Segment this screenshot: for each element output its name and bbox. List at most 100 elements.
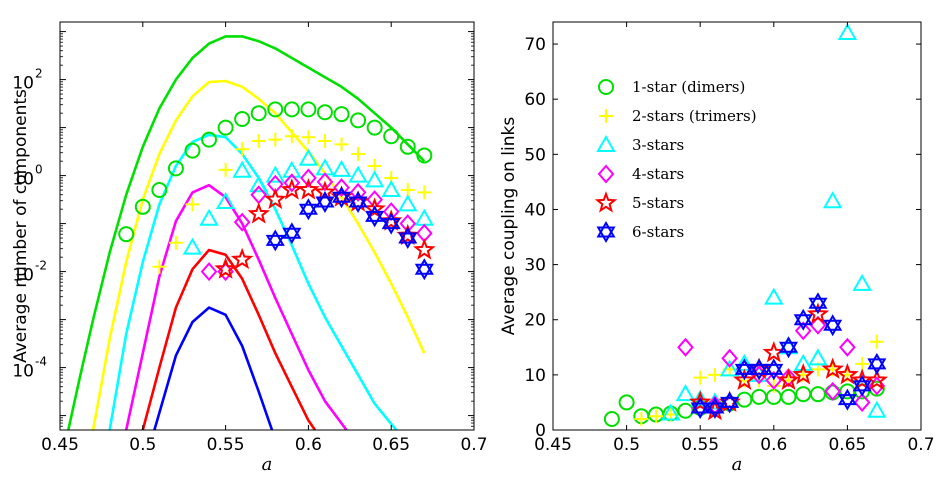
left-x-tick-label: 0.5 [129, 435, 156, 455]
legend-item: 6-stars [596, 221, 684, 243]
left-x-tick-label: 0.45 [41, 435, 79, 455]
right-marker-s4 [677, 337, 694, 357]
legend-label: 4-stars [632, 165, 684, 183]
right-marker-s4 [839, 337, 856, 357]
left-marker-s2 [417, 185, 432, 200]
left-y-tick-exponent: -2 [35, 259, 47, 273]
left-marker-s4 [333, 178, 350, 198]
right-marker-s5 [836, 363, 859, 385]
right-y-tick-label: 30 [524, 256, 546, 276]
right-marker-s5 [806, 302, 830, 324]
left-y-tick-base: 10 [12, 170, 34, 190]
right-marker-s3 [867, 400, 887, 418]
left-marker-s1 [399, 138, 416, 155]
left-marker-s5 [230, 247, 254, 270]
right-marker-s3 [764, 287, 784, 305]
left-data-markers [118, 101, 436, 282]
right-plot-frame [552, 21, 922, 431]
left-marker-s3 [298, 148, 319, 166]
left-y-tick-exponent: 2 [35, 67, 43, 81]
right-marker-s4 [721, 348, 738, 368]
right-marker-s4 [780, 368, 797, 388]
left-y-tick-base: 10 [12, 362, 34, 382]
right-marker-s2 [869, 334, 884, 349]
right-marker-s2 [855, 356, 870, 371]
right-x-tick-label: 0.5 [613, 435, 640, 455]
left-marker-s1 [300, 101, 317, 118]
right-marker-s3 [793, 353, 813, 371]
right-y-tick-label: 0 [535, 421, 546, 441]
right-marker-s5 [777, 368, 800, 390]
right-marker-s6 [705, 396, 725, 419]
right-marker-s5 [791, 363, 815, 385]
left-marker-s3 [232, 160, 252, 178]
right-marker-s6 [720, 391, 740, 414]
right-marker-s6 [852, 374, 872, 397]
right-marker-s2 [766, 378, 781, 393]
left-marker-s5 [247, 202, 270, 224]
legend-marker-star6 [596, 221, 616, 243]
legend-label: 1-star (dimers) [632, 78, 745, 96]
right-x-tick-label: 0.55 [681, 435, 719, 455]
right-x-tick-label: 0.7 [907, 435, 934, 455]
left-marker-s3 [265, 165, 286, 183]
left-marker-s1 [234, 110, 251, 127]
right-y-axis: 0 10 20 30 40 50 60 70 [524, 35, 921, 441]
right-marker-s3 [661, 403, 681, 421]
left-marker-s2 [152, 259, 167, 274]
legend-item: 3-stars [596, 134, 684, 154]
right-marker-s1 [677, 402, 694, 419]
left-marker-s3 [414, 208, 435, 226]
left-marker-s1 [416, 147, 433, 164]
legend-marker-diamond [597, 164, 615, 184]
right-data-markers [603, 23, 889, 427]
left-marker-s3 [182, 237, 203, 255]
legend-label: 6-stars [632, 223, 684, 241]
left-marker-s6 [282, 222, 302, 245]
legend-marker-plus [599, 109, 613, 123]
right-marker-s2 [634, 411, 649, 426]
left-marker-s3 [215, 191, 236, 209]
right-y-tick-label: 10 [524, 366, 546, 386]
left-marker-s4 [300, 168, 317, 188]
left-marker-s2 [351, 147, 366, 161]
right-marker-s5 [688, 390, 712, 413]
right-marker-s6 [749, 358, 769, 381]
right-y-tick-label: 60 [524, 90, 546, 110]
left-marker-s6 [331, 186, 352, 209]
legend-item: 5-stars [594, 191, 684, 213]
left-marker-s6 [348, 191, 368, 213]
left-marker-s2 [301, 130, 316, 145]
left-marker-s1 [167, 160, 184, 177]
left-marker-s2 [268, 132, 283, 147]
left-marker-s3 [364, 170, 385, 188]
left-marker-s5 [363, 197, 386, 219]
left-marker-s2 [251, 134, 266, 149]
right-marker-s4 [794, 321, 812, 341]
right-marker-s5 [762, 340, 786, 363]
left-y-tick-base: 10 [12, 266, 34, 286]
legend-marker-triangle [596, 134, 616, 152]
legend-item: 2-stars (trimers) [599, 107, 757, 125]
left-marker-s2 [334, 137, 349, 152]
left-marker-s1 [134, 198, 151, 215]
left-marker-s2 [284, 129, 299, 144]
left-marker-s5 [297, 178, 320, 200]
right-y-tick-label: 40 [524, 200, 546, 220]
left-marker-s3 [381, 179, 401, 197]
right-marker-s5 [821, 357, 844, 379]
right-marker-s1 [780, 388, 797, 405]
left-marker-s4 [399, 214, 417, 234]
left-marker-s4 [283, 173, 301, 193]
left-y-tick-base: 10 [12, 74, 34, 94]
right-marker-s6 [764, 358, 784, 381]
right-marker-s5 [733, 368, 756, 390]
left-marker-s1 [316, 104, 333, 121]
right-x-axis: 0.45 0.5 0.55 0.6 0.65 0.7 [534, 22, 935, 455]
left-marker-s1 [350, 112, 367, 129]
left-x-tick-label: 0.6 [295, 435, 322, 455]
right-y-tick-label: 50 [524, 145, 546, 165]
